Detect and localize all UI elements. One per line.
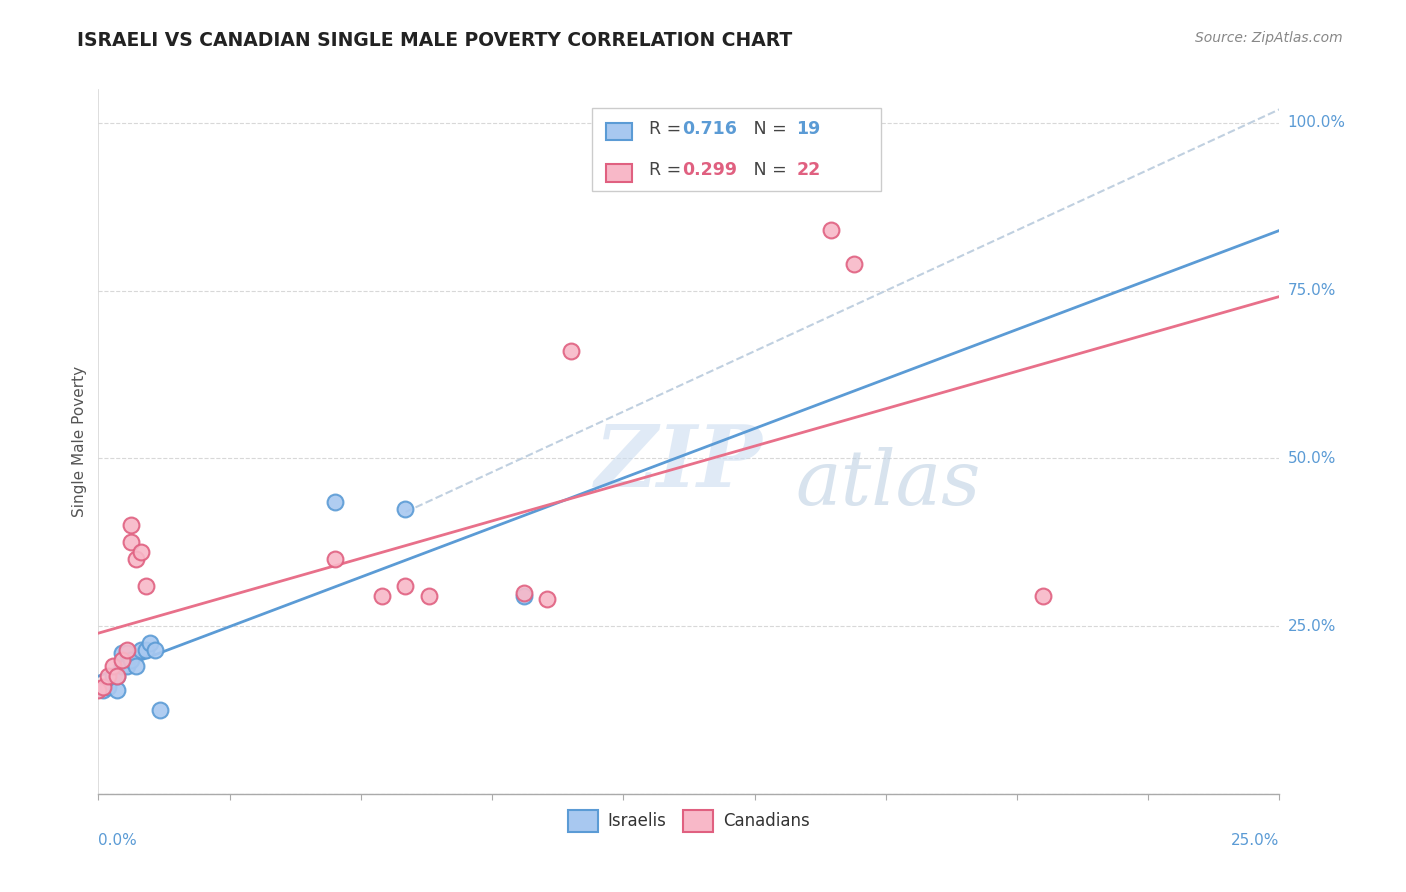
Point (115, 646, 138, 660)
FancyBboxPatch shape (606, 123, 633, 140)
Text: N =: N = (737, 120, 793, 137)
Point (844, 257, 866, 271)
Point (111, 646, 134, 660)
Point (115, 659, 138, 673)
Point (101, 659, 124, 673)
Point (135, 642, 157, 657)
Point (111, 659, 134, 673)
Text: 25.0%: 25.0% (1288, 618, 1336, 633)
Text: ZIP: ZIP (595, 421, 762, 505)
Point (135, 579, 157, 593)
Point (323, 552, 346, 566)
Point (1032, 589, 1054, 603)
FancyBboxPatch shape (592, 108, 882, 192)
Point (105, 669, 128, 683)
Point (512, 589, 534, 603)
Point (91, 680, 114, 694)
Point (125, 552, 148, 566)
Point (394, 501, 416, 516)
Point (149, 703, 172, 717)
Text: N =: N = (737, 161, 793, 179)
Text: 0.299: 0.299 (682, 161, 737, 179)
Point (139, 636, 162, 650)
Text: ISRAELI VS CANADIAN SINGLE MALE POVERTY CORRELATION CHART: ISRAELI VS CANADIAN SINGLE MALE POVERTY … (77, 31, 793, 50)
Text: 22: 22 (796, 161, 821, 179)
Text: R =: R = (648, 161, 686, 179)
Point (121, 653, 143, 667)
Point (87, 682, 110, 697)
Point (91, 682, 114, 697)
Point (820, 223, 842, 237)
Point (105, 682, 128, 697)
Text: 0.716: 0.716 (682, 120, 737, 137)
Point (115, 642, 138, 657)
Point (129, 642, 152, 657)
Text: atlas: atlas (796, 447, 980, 521)
Point (121, 535, 143, 549)
Text: Source: ZipAtlas.com: Source: ZipAtlas.com (1195, 31, 1343, 45)
Point (536, 592, 558, 607)
Legend: Israelis, Canadians: Israelis, Canadians (561, 804, 817, 838)
Point (560, 343, 582, 358)
Point (418, 589, 440, 603)
Text: 75.0%: 75.0% (1288, 283, 1336, 298)
Point (97, 669, 120, 683)
Text: 19: 19 (796, 120, 821, 137)
Text: 50.0%: 50.0% (1288, 450, 1336, 466)
Text: 25.0%: 25.0% (1232, 833, 1279, 847)
Text: 0.0%: 0.0% (98, 833, 138, 847)
Text: R =: R = (648, 120, 686, 137)
Y-axis label: Single Male Poverty: Single Male Poverty (72, 366, 87, 517)
Point (111, 653, 134, 667)
Point (129, 545, 152, 559)
Point (371, 589, 394, 603)
Point (105, 669, 128, 683)
Point (125, 659, 148, 673)
Point (512, 585, 534, 599)
Text: 100.0%: 100.0% (1288, 115, 1346, 130)
Point (394, 579, 416, 593)
Point (97, 680, 120, 694)
Point (143, 642, 166, 657)
Point (101, 669, 124, 683)
FancyBboxPatch shape (606, 164, 633, 182)
Point (323, 495, 346, 509)
Point (121, 518, 143, 533)
